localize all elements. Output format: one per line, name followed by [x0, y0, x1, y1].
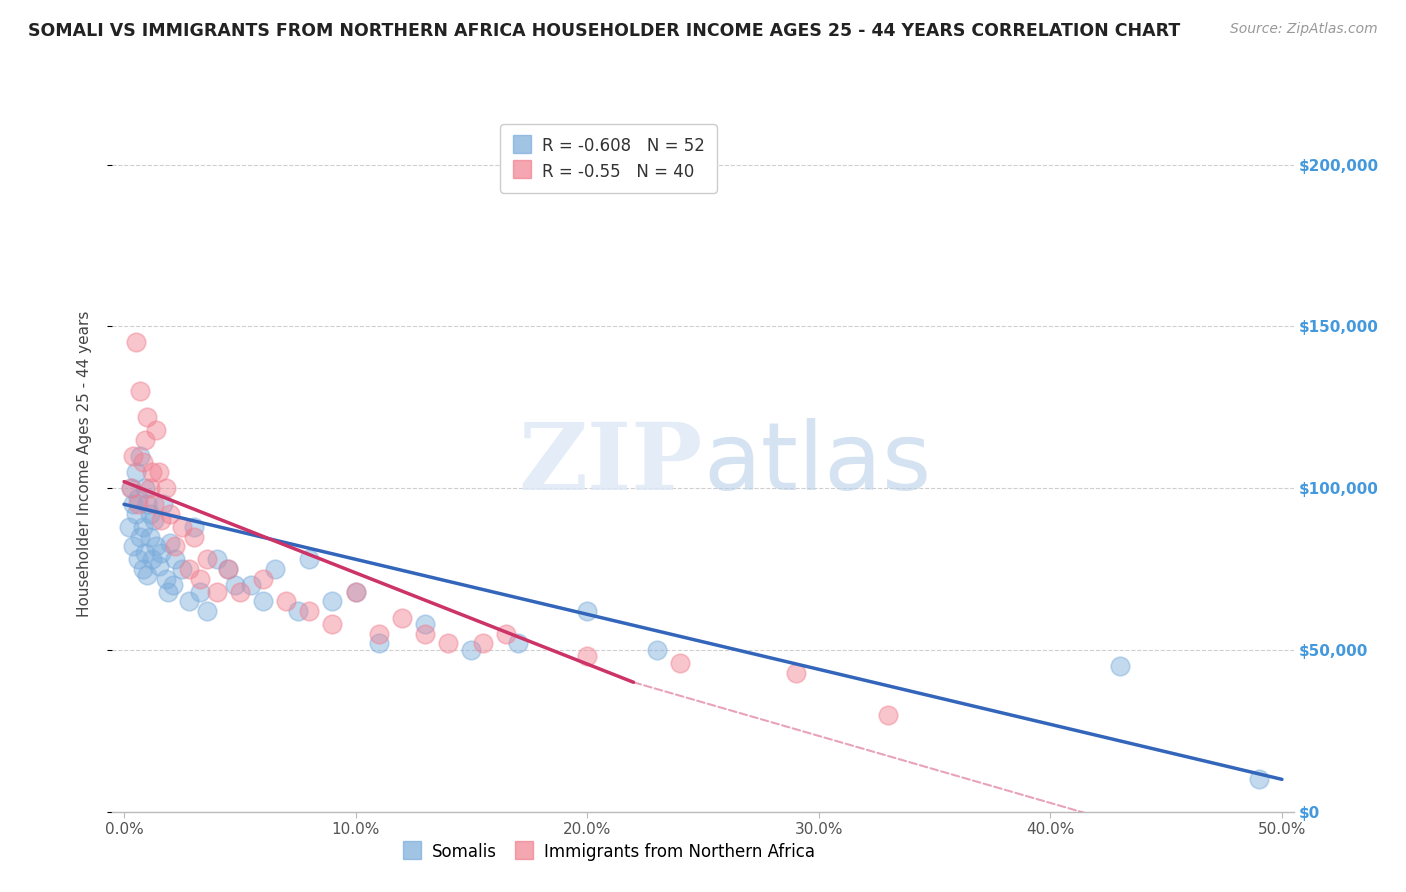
Point	[205, 584, 228, 599]
Point	[148, 558, 170, 573]
Point	[145, 540, 167, 554]
Point	[263, 562, 285, 576]
Point	[157, 584, 180, 599]
Point	[148, 465, 170, 479]
Point	[141, 552, 163, 566]
Point	[124, 335, 146, 350]
Point	[217, 562, 239, 576]
Point	[152, 497, 174, 511]
Point	[159, 507, 181, 521]
Point	[576, 604, 599, 618]
Point	[252, 572, 274, 586]
Point	[1108, 659, 1130, 673]
Point	[287, 604, 309, 618]
Point	[127, 491, 149, 505]
Point	[138, 530, 160, 544]
Point	[143, 497, 166, 511]
Point	[276, 594, 298, 608]
Point	[136, 568, 159, 582]
Point	[413, 626, 436, 640]
Legend: Somalis, Immigrants from Northern Africa: Somalis, Immigrants from Northern Africa	[391, 830, 827, 873]
Point	[190, 572, 212, 586]
Point	[131, 562, 153, 576]
Point	[321, 594, 343, 608]
Point	[437, 636, 460, 650]
Point	[252, 594, 274, 608]
Point	[240, 578, 263, 592]
Point	[129, 530, 152, 544]
Point	[127, 497, 149, 511]
Y-axis label: Householder Income Ages 25 - 44 years: Householder Income Ages 25 - 44 years	[77, 310, 91, 617]
Point	[645, 643, 668, 657]
Point	[344, 584, 367, 599]
Point	[134, 433, 156, 447]
Point	[143, 513, 166, 527]
Point	[298, 604, 321, 618]
Text: SOMALI VS IMMIGRANTS FROM NORTHERN AFRICA HOUSEHOLDER INCOME AGES 25 - 44 YEARS : SOMALI VS IMMIGRANTS FROM NORTHERN AFRIC…	[28, 22, 1181, 40]
Point	[344, 584, 367, 599]
Point	[495, 626, 517, 640]
Point	[131, 520, 153, 534]
Point	[177, 594, 200, 608]
Point	[205, 552, 228, 566]
Point	[124, 507, 146, 521]
Point	[155, 572, 177, 586]
Point	[150, 546, 173, 560]
Text: Source: ZipAtlas.com: Source: ZipAtlas.com	[1230, 22, 1378, 37]
Point	[118, 520, 141, 534]
Point	[321, 617, 343, 632]
Point	[159, 536, 181, 550]
Point	[127, 552, 149, 566]
Point	[131, 455, 153, 469]
Point	[224, 578, 246, 592]
Point	[367, 626, 389, 640]
Point	[122, 497, 145, 511]
Point	[197, 552, 219, 566]
Point	[669, 656, 692, 670]
Point	[460, 643, 482, 657]
Point	[298, 552, 321, 566]
Point	[122, 449, 145, 463]
Point	[141, 465, 163, 479]
Point	[391, 610, 413, 624]
Point	[229, 584, 252, 599]
Point	[1247, 772, 1270, 787]
Point	[576, 649, 599, 664]
Point	[367, 636, 389, 650]
Point	[170, 520, 193, 534]
Point	[785, 665, 807, 680]
Point	[120, 481, 142, 495]
Point	[413, 617, 436, 632]
Point	[150, 513, 173, 527]
Text: atlas: atlas	[703, 417, 931, 510]
Point	[129, 449, 152, 463]
Point	[197, 604, 219, 618]
Point	[129, 384, 152, 398]
Point	[177, 562, 200, 576]
Point	[217, 562, 239, 576]
Point	[190, 584, 212, 599]
Point	[163, 540, 186, 554]
Point	[877, 707, 900, 722]
Point	[134, 546, 156, 560]
Point	[134, 481, 156, 495]
Text: ZIP: ZIP	[519, 419, 703, 508]
Point	[136, 497, 159, 511]
Point	[122, 540, 145, 554]
Point	[163, 552, 186, 566]
Point	[183, 530, 205, 544]
Point	[155, 481, 177, 495]
Point	[138, 507, 160, 521]
Point	[506, 636, 529, 650]
Point	[472, 636, 495, 650]
Point	[136, 409, 159, 424]
Point	[183, 520, 205, 534]
Point	[162, 578, 184, 592]
Point	[124, 465, 146, 479]
Point	[138, 481, 160, 495]
Point	[170, 562, 193, 576]
Point	[120, 481, 142, 495]
Point	[145, 423, 167, 437]
